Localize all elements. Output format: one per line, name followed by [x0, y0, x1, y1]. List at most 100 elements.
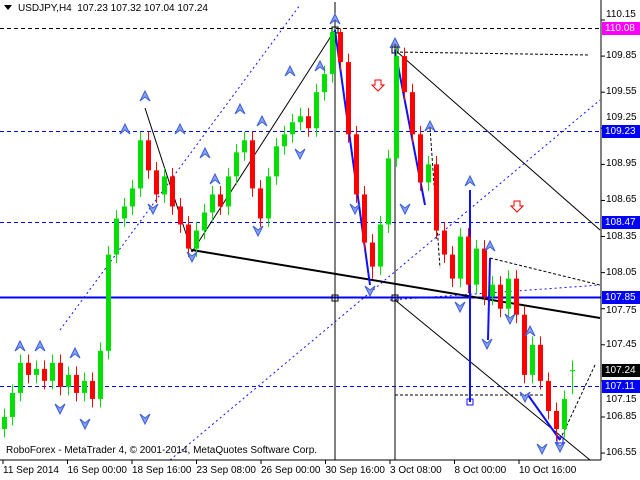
dropdown-triangle-icon[interactable]	[4, 5, 12, 10]
trendline	[394, 299, 591, 461]
candle	[338, 28, 343, 71]
candle-body	[154, 170, 159, 195]
fractal-down-icon	[139, 413, 151, 426]
wave-line	[487, 257, 491, 341]
price-tick-label: 110.15	[606, 9, 636, 21]
candle-body	[178, 206, 183, 225]
candle	[178, 198, 183, 233]
fractal-down-icon	[294, 148, 306, 161]
candle	[90, 372, 95, 408]
fractal-up-icon	[424, 119, 436, 132]
candle-body	[242, 140, 247, 153]
candle	[306, 107, 311, 137]
candle	[274, 137, 279, 185]
candle-body	[466, 236, 471, 285]
candle	[298, 107, 303, 131]
candle	[34, 360, 39, 384]
candle	[290, 113, 295, 143]
candle	[394, 47, 399, 167]
candle	[266, 167, 271, 227]
candle-body	[562, 398, 567, 430]
candle-body	[570, 370, 575, 372]
fractal-down-icon	[554, 441, 566, 454]
level-price-label: 108.47	[602, 216, 640, 230]
candle	[162, 167, 167, 203]
channel-dotted	[169, 99, 601, 461]
candle	[226, 167, 231, 215]
candle-body	[226, 176, 231, 207]
candle	[74, 366, 79, 402]
candle	[554, 402, 559, 442]
fractal-down-icon	[519, 391, 531, 404]
wave-marker	[391, 46, 399, 54]
candle-body	[194, 230, 199, 249]
candle-body	[26, 362, 31, 375]
trendline-dotted	[489, 257, 601, 286]
fractal-down-icon	[454, 301, 466, 314]
candle-body	[410, 92, 415, 135]
candle	[218, 186, 223, 215]
price-tick-label: 107.15	[606, 393, 637, 405]
candle	[322, 65, 327, 101]
candle	[538, 336, 543, 390]
candle-body	[74, 374, 79, 393]
time-tick-label: 23 Sep 08:00	[196, 465, 257, 476]
candle-body	[554, 410, 559, 430]
candle	[490, 276, 495, 306]
candle	[18, 354, 23, 402]
fractal-down-icon	[186, 251, 198, 264]
fractal-up-icon	[14, 339, 26, 352]
fractal-up-icon	[314, 59, 326, 72]
fractal-down-icon	[349, 203, 361, 216]
current-price-label: 107.24	[602, 364, 640, 378]
candle	[410, 83, 415, 143]
candle-body	[538, 344, 543, 381]
price-tick-label: 109.25	[606, 111, 637, 123]
price-tick-label: 106.55	[606, 447, 637, 459]
candle-body	[442, 230, 447, 255]
candle	[10, 384, 15, 426]
candle	[2, 408, 7, 438]
fractal-up-icon	[464, 174, 476, 187]
price-tick-label: 108.35	[606, 230, 637, 242]
candles	[2, 28, 575, 442]
price-tick-label: 107.75	[606, 304, 637, 316]
fractal-down-icon	[252, 225, 264, 238]
candle-body	[530, 344, 535, 375]
candle	[378, 216, 383, 276]
candle	[194, 222, 199, 257]
candle	[82, 372, 87, 402]
candle	[426, 155, 431, 191]
candle	[146, 131, 151, 179]
candle-body	[10, 392, 15, 417]
time-tick-label: 10 Oct 16:00	[519, 465, 577, 476]
fractal-up-icon	[209, 172, 221, 185]
fractal-markers	[14, 12, 566, 456]
price-tick-label: 108.05	[606, 266, 637, 278]
candle	[330, 28, 335, 83]
candle-body	[386, 158, 391, 225]
candle	[530, 336, 535, 384]
fractal-up-icon	[234, 102, 246, 115]
candle-body	[18, 362, 23, 393]
time-tick-label: 26 Sep 00:00	[261, 465, 321, 476]
candle-body	[474, 248, 479, 285]
candle-body	[362, 194, 367, 243]
fractal-down-icon	[481, 338, 493, 351]
candle-body	[90, 380, 95, 399]
candle-body	[322, 74, 327, 93]
candle	[482, 240, 487, 306]
time-tick-label: 18 Sep 16:00	[132, 465, 192, 476]
candle-body	[202, 212, 207, 231]
candle-body	[338, 32, 343, 63]
fractal-up-icon	[139, 89, 151, 102]
candle	[370, 234, 375, 279]
candle	[50, 354, 55, 390]
candle-body	[82, 380, 87, 393]
fractal-up-icon	[484, 239, 496, 252]
candle	[386, 149, 391, 233]
signal-arrows	[370, 79, 525, 213]
candle	[210, 186, 215, 221]
